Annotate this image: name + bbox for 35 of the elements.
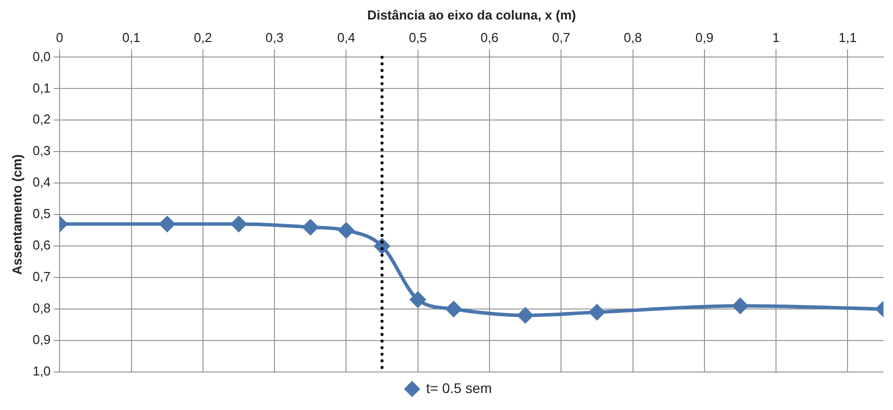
point (302, 219, 318, 235)
point (159, 216, 175, 232)
y-tick-label: 0,1 (32, 80, 51, 96)
point (410, 292, 426, 308)
y-tick-label: 0,3 (32, 143, 51, 158)
y-tick-label: 0,5 (32, 206, 51, 222)
point (589, 304, 605, 320)
x-tick-label: 0,9 (695, 30, 714, 45)
x-tick-label: 0,7 (552, 30, 570, 45)
legend-label: t= 0.5 sem (426, 380, 492, 396)
x-axis-title: Distância ao eixo da coluna, x (m) (367, 7, 576, 22)
y-tick-label: 0,2 (32, 112, 51, 127)
x-tick-label: 1,1 (838, 30, 857, 45)
x-tick-label: 0,6 (480, 30, 499, 45)
point (732, 298, 748, 314)
x-tick-label: 0 (56, 30, 64, 45)
y-tick-label: 0,8 (32, 300, 51, 316)
point (446, 301, 462, 317)
y-axis-title: Assentamento (cm) (9, 154, 24, 275)
x-tick-label: 0,8 (624, 30, 642, 45)
y-tick-label: 0,7 (32, 269, 51, 284)
x-tick-label: 0,4 (337, 30, 356, 45)
y-tick-label: 1,0 (32, 364, 51, 379)
point (231, 216, 247, 232)
x-tick-label: 0,1 (122, 30, 140, 45)
y-tick-label: 0,0 (32, 48, 51, 64)
y-tick-label: 0,9 (32, 332, 51, 348)
x-tick-label: 0,3 (266, 30, 284, 45)
x-tick-label: 0,5 (408, 30, 427, 45)
x-tick-label: 0,2 (194, 30, 212, 45)
point (518, 308, 534, 324)
y-tick-label: 0,4 (32, 174, 51, 190)
point (338, 222, 354, 238)
x-tick-label: 1 (772, 30, 780, 45)
y-tick-label: 0,6 (32, 238, 51, 253)
